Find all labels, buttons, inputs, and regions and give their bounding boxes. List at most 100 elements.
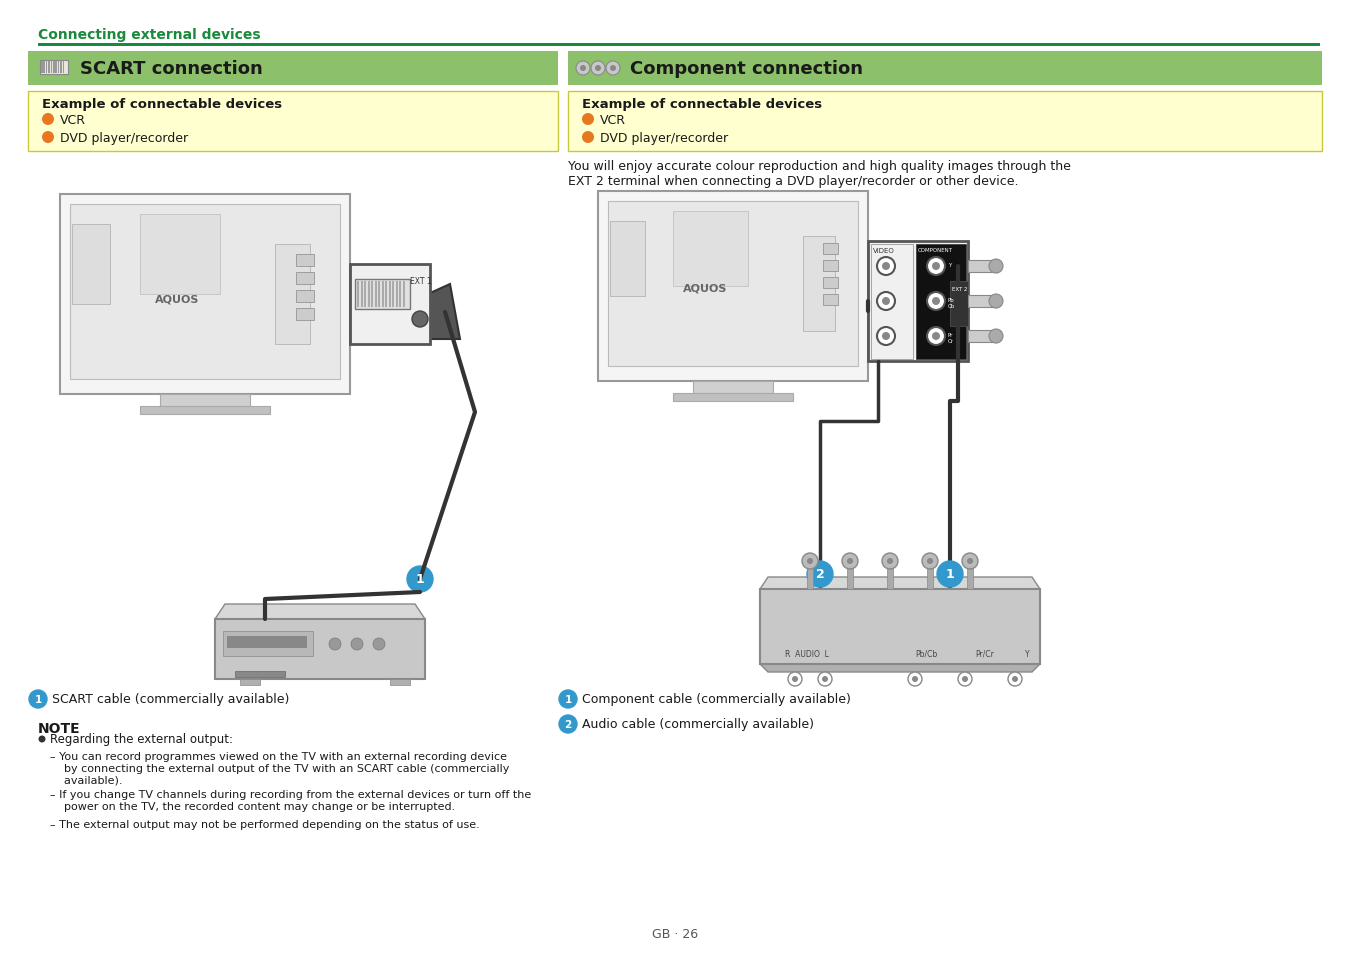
Bar (28, 52, 558, 86)
Bar (40, 62, 42, 74)
Bar (240, 679, 261, 685)
Bar (693, 381, 774, 394)
Bar (674, 394, 792, 401)
Bar (296, 273, 315, 285)
Circle shape (887, 558, 892, 564)
Circle shape (909, 672, 922, 686)
Bar (568, 91, 1322, 152)
Circle shape (559, 716, 576, 733)
Circle shape (582, 132, 594, 144)
Bar (803, 236, 836, 332)
Text: 1: 1 (416, 573, 424, 586)
Text: Pr
Cr: Pr Cr (948, 333, 954, 343)
Bar (390, 679, 410, 685)
Circle shape (610, 66, 616, 71)
Text: Pb/Cb: Pb/Cb (915, 649, 937, 659)
Bar (140, 407, 270, 415)
Circle shape (963, 677, 968, 682)
Circle shape (990, 330, 1003, 344)
Bar (61, 62, 62, 74)
Bar (846, 564, 853, 589)
Circle shape (990, 260, 1003, 274)
Text: 1: 1 (34, 695, 42, 704)
Circle shape (931, 333, 940, 340)
Bar (296, 254, 315, 267)
Text: COMPONENT: COMPONENT (918, 248, 953, 253)
Text: 1: 1 (564, 695, 571, 704)
Circle shape (913, 677, 918, 682)
Text: – If you change TV channels during recording from the external devices or turn o: – If you change TV channels during recor… (50, 789, 532, 811)
Circle shape (882, 554, 898, 569)
Bar (62, 62, 63, 74)
Bar (887, 564, 892, 589)
Text: You will enjoy accurate colour reproduction and high quality images through the
: You will enjoy accurate colour reproduct… (568, 160, 1071, 188)
Bar (58, 62, 59, 74)
Text: 1: 1 (945, 568, 954, 581)
Bar (598, 192, 868, 381)
Circle shape (878, 257, 895, 275)
Circle shape (846, 558, 853, 564)
Circle shape (807, 558, 813, 564)
Polygon shape (760, 578, 1040, 589)
Text: AQUOS: AQUOS (683, 284, 728, 294)
Text: VCR: VCR (599, 113, 626, 127)
Bar (275, 245, 310, 345)
Circle shape (967, 558, 973, 564)
Text: 2: 2 (564, 720, 571, 729)
Circle shape (595, 66, 601, 71)
Circle shape (606, 62, 620, 76)
Polygon shape (760, 664, 1040, 672)
Bar (568, 52, 1322, 86)
Bar (28, 91, 558, 152)
Text: Y: Y (948, 263, 952, 268)
Bar (374, 282, 377, 308)
Circle shape (878, 293, 895, 311)
Bar (350, 265, 431, 345)
Text: VCR: VCR (59, 113, 86, 127)
Bar (385, 282, 387, 308)
Text: NOTE: NOTE (38, 721, 81, 735)
Bar (356, 282, 359, 308)
Bar (968, 331, 998, 343)
Circle shape (927, 257, 945, 275)
Circle shape (927, 293, 945, 311)
Bar (917, 245, 967, 359)
Bar (378, 282, 379, 308)
Circle shape (882, 297, 890, 306)
Bar (824, 294, 838, 306)
Text: Connecting external devices: Connecting external devices (38, 28, 261, 42)
Bar (389, 282, 390, 308)
Bar (70, 205, 340, 379)
Text: 2: 2 (815, 568, 825, 581)
Bar (59, 194, 350, 395)
Text: DVD player/recorder: DVD player/recorder (599, 132, 728, 145)
Circle shape (822, 677, 828, 682)
Circle shape (42, 132, 54, 144)
Circle shape (406, 566, 433, 593)
Bar (50, 62, 53, 74)
Text: R  AUDIO  L: R AUDIO L (784, 649, 829, 659)
Text: GB · 26: GB · 26 (652, 927, 698, 940)
Bar (161, 395, 250, 407)
Bar (396, 282, 397, 308)
Polygon shape (215, 604, 425, 619)
Bar (43, 62, 45, 74)
Circle shape (1008, 672, 1022, 686)
Circle shape (990, 294, 1003, 309)
Bar (674, 212, 748, 287)
Bar (807, 564, 813, 589)
Text: – You can record programmes viewed on the TV with an external recording device
 : – You can record programmes viewed on th… (50, 751, 509, 784)
Circle shape (882, 333, 890, 340)
Circle shape (818, 672, 832, 686)
Text: Pb
Cb: Pb Cb (948, 297, 956, 309)
Bar (402, 282, 405, 308)
Bar (55, 62, 57, 74)
Bar (967, 564, 973, 589)
Bar (215, 619, 425, 679)
Circle shape (802, 554, 818, 569)
Bar (392, 282, 394, 308)
Text: Example of connectable devices: Example of connectable devices (582, 98, 822, 111)
Bar (227, 637, 306, 648)
Circle shape (931, 263, 940, 271)
Circle shape (842, 554, 859, 569)
